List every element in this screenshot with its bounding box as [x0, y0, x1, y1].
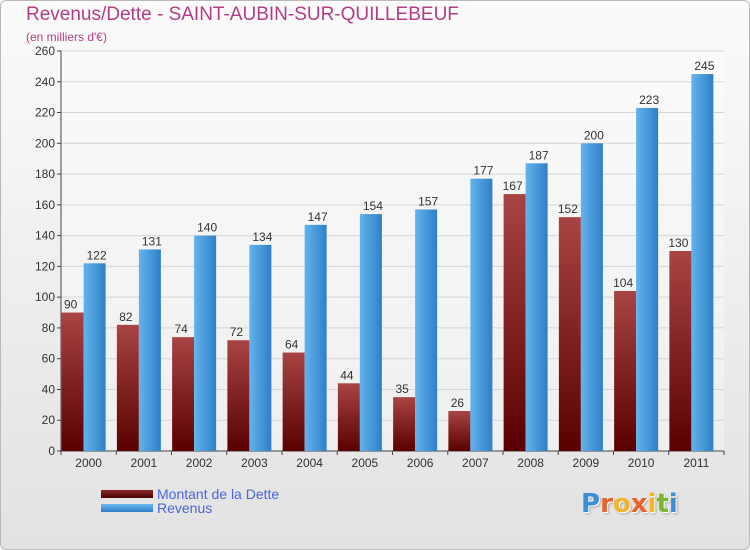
bar-revenus	[580, 143, 603, 452]
bar-revenus	[691, 74, 714, 452]
bars	[61, 74, 714, 452]
bar-revenus	[525, 163, 548, 452]
y-tick-label: 120	[35, 259, 55, 273]
value-label-revenus: 245	[694, 59, 714, 73]
value-label-revenus: 187	[529, 148, 549, 162]
logo-letter: i	[647, 489, 657, 519]
value-label-revenus: 140	[197, 221, 217, 235]
data-labels: 90 122 82 131 74 140 72 134 64 147 44 154 35 157 26 177…	[64, 59, 715, 410]
bar-revenus	[304, 224, 327, 451]
value-label-revenus: 223	[639, 93, 659, 107]
bar-dette	[337, 383, 360, 451]
bar-dette	[61, 312, 84, 451]
x-tick-label: 2005	[352, 456, 379, 470]
x-tick-label: 2004	[296, 456, 323, 470]
value-label-dette: 26	[451, 396, 465, 410]
bar-revenus	[249, 244, 272, 451]
logo-letter: x	[630, 489, 648, 519]
bar-revenus	[415, 209, 438, 451]
value-label-dette: 74	[174, 322, 188, 336]
value-label-dette: 82	[119, 310, 133, 324]
logo-letter: P	[581, 489, 601, 519]
x-tick-label: 2010	[628, 456, 655, 470]
bar-dette	[172, 337, 195, 451]
logo-letter: o	[612, 489, 631, 519]
y-tick-label: 200	[35, 136, 55, 150]
x-tick-label: 2011	[683, 456, 709, 470]
bar-dette	[393, 397, 416, 451]
bar-revenus	[194, 235, 217, 451]
value-label-revenus: 147	[308, 210, 328, 224]
legend-label-revenus: Revenus	[157, 500, 213, 516]
value-label-dette: 35	[395, 382, 409, 396]
bar-revenus	[636, 107, 659, 451]
y-tick-label: 0	[48, 444, 55, 458]
bar-revenus	[138, 249, 161, 451]
logo-letter: t	[656, 489, 669, 519]
bar-dette	[614, 291, 637, 451]
value-label-revenus: 122	[87, 248, 107, 262]
y-tick-label: 40	[42, 382, 56, 396]
value-label-revenus: 131	[142, 234, 162, 248]
x-tick-label: 2003	[241, 456, 268, 470]
value-label-dette: 90	[64, 298, 78, 312]
bar-dette	[448, 411, 471, 451]
y-tick-label: 260	[35, 44, 55, 58]
x-tick-label: 2007	[462, 456, 489, 470]
value-label-dette: 44	[340, 368, 354, 382]
value-label-dette: 152	[558, 202, 578, 216]
x-tick-label: 2000	[75, 456, 102, 470]
grid-lines	[61, 50, 724, 452]
bar-revenus	[470, 178, 493, 451]
value-label-revenus: 177	[473, 164, 493, 178]
bar-dette	[116, 324, 139, 451]
x-tick-label: 2002	[186, 456, 213, 470]
bar-revenus	[83, 263, 106, 451]
x-tick-label: 2001	[131, 456, 158, 470]
y-tick-label: 60	[42, 352, 56, 366]
x-tick-label: 2009	[573, 456, 600, 470]
x-tick-label: 2008	[517, 456, 544, 470]
x-tick-label: 2006	[407, 456, 434, 470]
y-tick-label: 100	[35, 290, 55, 304]
plot-area	[61, 51, 724, 451]
value-label-dette: 104	[613, 276, 633, 290]
value-label-dette: 72	[230, 325, 244, 339]
y-tick-label: 160	[35, 198, 55, 212]
value-label-revenus: 200	[584, 128, 604, 142]
legend-swatch-revenus	[101, 504, 153, 512]
legend: Montant de la Dette Revenus	[101, 486, 280, 516]
bar-dette	[282, 352, 305, 451]
logo-letter: i	[668, 489, 678, 519]
value-label-revenus: 157	[418, 194, 438, 208]
value-label-dette: 167	[503, 179, 523, 193]
y-tick-label: 220	[35, 106, 55, 120]
value-label-dette: 64	[285, 338, 299, 352]
legend-label-dette: Montant de la Dette	[157, 486, 280, 502]
y-tick-label: 140	[35, 229, 55, 243]
y-tick-label: 80	[42, 321, 56, 335]
legend-swatch-dette	[101, 490, 153, 498]
bar-dette	[558, 217, 581, 451]
value-label-revenus: 134	[252, 230, 272, 244]
bar-revenus	[359, 214, 382, 451]
value-label-revenus: 154	[363, 199, 383, 213]
legend-item-revenus: Revenus	[101, 500, 279, 516]
y-tick-label: 180	[35, 167, 55, 181]
bar-dette	[503, 194, 526, 452]
y-tick-label: 240	[35, 75, 55, 89]
bar-dette	[669, 251, 692, 451]
y-tick-label: 20	[42, 413, 56, 427]
chart-title: Revenus/Dette - SAINT-AUBIN-SUR-QUILLEBE…	[26, 4, 459, 25]
axes: 0 20 40 60 80 100 120 140 160 180 200 220 240 260 2000…	[35, 44, 725, 470]
chart-subtitle: (en milliers d'€)	[26, 30, 107, 44]
proxiti-logo: Proxiti	[581, 489, 678, 519]
legend-item-dette: Montant de la Dette	[101, 486, 280, 502]
bar-dette	[227, 340, 250, 451]
logo-letter: r	[600, 489, 613, 519]
value-label-dette: 130	[668, 236, 688, 250]
